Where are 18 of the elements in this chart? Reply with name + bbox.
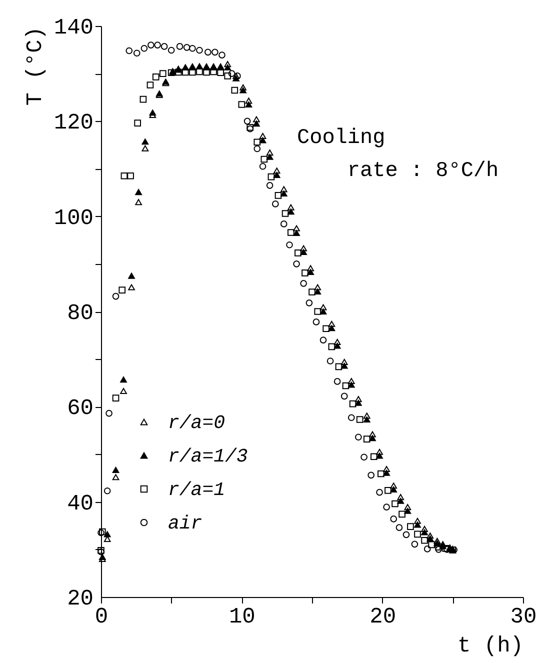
legend-label: r/a=1	[168, 479, 226, 501]
y-tick-label: 100	[54, 206, 94, 231]
annotation: Cooling rate : 8°C/h	[297, 127, 499, 183]
y-tick-label: 40	[67, 491, 94, 516]
y-axis-title: T (°C)	[22, 26, 48, 106]
legend-label: air	[168, 512, 202, 534]
y-tick-label: 80	[67, 301, 94, 326]
y-tick-label: 60	[67, 396, 94, 422]
x-tick-label: 20	[370, 604, 396, 630]
legend-label: r/a=0	[168, 412, 226, 434]
x-tick-label: 30	[510, 604, 537, 630]
y-tick-label: 20	[67, 586, 94, 612]
legend-label: r/a=1/3	[168, 446, 248, 468]
x-tick-label: 0	[94, 604, 108, 630]
y-tick-label: 120	[54, 110, 94, 136]
y-tick-label: 140	[54, 16, 94, 40]
x-axis-title: t (h)	[457, 634, 524, 658]
x-tick-label: 10	[228, 604, 256, 630]
